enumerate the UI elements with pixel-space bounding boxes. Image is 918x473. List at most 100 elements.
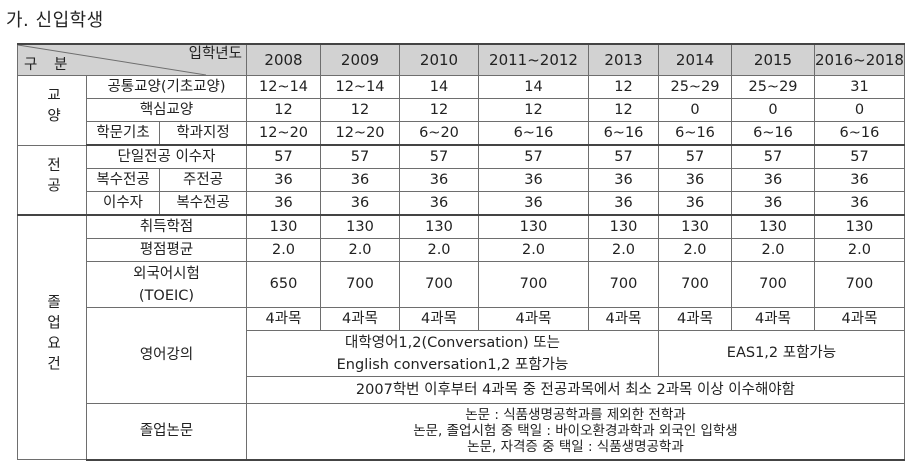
- row-label: 외국어시험 (TOEIC): [86, 261, 247, 308]
- cell: 6~16: [658, 121, 732, 146]
- cell: 57: [814, 144, 905, 169]
- cell: 36: [478, 191, 589, 216]
- corner-diagonal: [18, 45, 206, 75]
- cell: 12~14: [246, 75, 321, 99]
- cell: 4과목: [478, 307, 589, 331]
- cell: 4과목: [658, 307, 732, 331]
- cell: 6~16: [588, 121, 659, 146]
- cell: 25~29: [658, 75, 732, 99]
- row-english-rule: 2007학번 이후부터 4과목 중 전공과목에서 최소 2과목 이상 이수해야함: [18, 376, 905, 404]
- row-sublabel: 학과지정: [159, 121, 247, 146]
- cell: 4과목: [246, 307, 321, 331]
- cell: 36: [731, 168, 815, 192]
- row-sublabel: 복수전공: [159, 191, 247, 216]
- cell: 36: [246, 168, 321, 192]
- group-graduation: 졸업요건: [17, 214, 87, 460]
- cell: 36: [478, 168, 589, 192]
- cell: 2.0: [731, 238, 815, 262]
- cell: 130: [320, 214, 400, 239]
- cell: 12: [588, 98, 659, 122]
- corner-category-label: 구 분: [24, 57, 74, 73]
- cell: 2.0: [246, 238, 321, 262]
- row-thesis: 졸업논문 논문 : 식품생명공학과를 제외한 전학과 논문, 졸업시험 중 택일…: [18, 403, 905, 461]
- cell: 57: [658, 144, 732, 169]
- cell: 36: [814, 168, 905, 192]
- row-english-notes: 대학영어1,2(Conversation) 또는 English conversa…: [18, 330, 905, 377]
- cell: 4과목: [731, 307, 815, 331]
- english-note-late: EAS1,2 포함가능: [658, 330, 905, 377]
- cell: 36: [246, 191, 321, 216]
- cell: 4과목: [814, 307, 905, 331]
- row-core-liberal: 핵심교양 12 12 12 12 12 0 0 0: [18, 98, 905, 122]
- cell: 6~20: [399, 121, 479, 146]
- cell: 57: [246, 144, 321, 169]
- cell: 36: [399, 191, 479, 216]
- cell: 36: [731, 191, 815, 216]
- row-academic-basics: 학문기초 학과지정 12~20 12~20 6~20 6~16 6~16 6~1…: [18, 121, 905, 146]
- year-header: 2016~2018: [814, 43, 905, 76]
- thesis-line: 논문, 졸업시험 중 택일 : 바이오환경과학과 외국인 입학생: [413, 423, 738, 440]
- cell: 12~20: [320, 121, 400, 146]
- cell: 130: [246, 214, 321, 239]
- cell: 700: [320, 261, 400, 308]
- cell: 57: [478, 144, 589, 169]
- cell: 36: [320, 191, 400, 216]
- row-single-major: 전공 단일전공 이수자 57 57 57 57 57 57 57 57: [17, 144, 905, 216]
- row-label: 복수전공: [86, 168, 160, 192]
- cell: 36: [658, 168, 732, 192]
- row-gpa: 평점평균 2.0 2.0 2.0 2.0 2.0 2.0 2.0 2.0: [18, 238, 905, 262]
- cell: 4과목: [399, 307, 479, 331]
- cell: 12: [399, 98, 479, 122]
- cell: 700: [478, 261, 589, 308]
- cell: 4과목: [588, 307, 659, 331]
- corner-year-label: 입학년도: [188, 46, 242, 62]
- row-label: 평점평균: [86, 238, 247, 262]
- thesis-line: 논문 : 식품생명공학과를 제외한 전학과: [465, 407, 686, 424]
- row-label: 학문기초: [86, 121, 160, 146]
- cell: 2.0: [399, 238, 479, 262]
- english-rule-note: 2007학번 이후부터 4과목 중 전공과목에서 최소 2과목 이상 이수해야함: [246, 376, 905, 404]
- year-header: 2010: [399, 43, 479, 76]
- row-label: 핵심교양: [86, 98, 247, 122]
- cell: 700: [814, 261, 905, 308]
- cell: 2.0: [658, 238, 732, 262]
- admission-requirements-table: 입학년도 구 분 2008 2009 2010 2011~2012 2013 2…: [17, 43, 905, 461]
- cell: 700: [658, 261, 732, 308]
- row-toeic: 외국어시험 (TOEIC) 650 700 700 700 700 700 700…: [18, 261, 905, 308]
- row-double-sub: 이수자 복수전공 36 36 36 36 36 36 36 36: [18, 191, 905, 216]
- year-header: 2015: [731, 43, 815, 76]
- year-header: 2013: [588, 43, 659, 76]
- cell: 130: [814, 214, 905, 239]
- row-label: 취득학점: [86, 214, 247, 239]
- cell: 0: [658, 98, 732, 122]
- thesis-note: 논문 : 식품생명공학과를 제외한 전학과 논문, 졸업시험 중 택일 : 바이…: [246, 403, 905, 461]
- cell: 36: [658, 191, 732, 216]
- cell: 31: [814, 75, 905, 99]
- cell: 130: [478, 214, 589, 239]
- cell: 12: [478, 98, 589, 122]
- header-row: 입학년도 구 분 2008 2009 2010 2011~2012 2013 2…: [17, 43, 905, 76]
- cell: 14: [399, 75, 479, 99]
- english-note-early: 대학영어1,2(Conversation) 또는 English conversa…: [246, 330, 659, 377]
- cell: 36: [814, 191, 905, 216]
- cell: 36: [588, 191, 659, 216]
- row-label: 단일전공 이수자: [86, 144, 247, 169]
- cell: 36: [320, 168, 400, 192]
- cell: 12~14: [320, 75, 400, 99]
- cell: 57: [731, 144, 815, 169]
- year-header: 2014: [658, 43, 732, 76]
- cell: 2.0: [814, 238, 905, 262]
- cell: 25~29: [731, 75, 815, 99]
- cell: 0: [731, 98, 815, 122]
- cell: 130: [399, 214, 479, 239]
- cell: 57: [320, 144, 400, 169]
- cell: 12: [588, 75, 659, 99]
- row-credits: 졸업요건 취득학점 130 130 130 130 130 130 130 13…: [17, 214, 905, 460]
- header-corner: 입학년도 구 분: [17, 43, 247, 76]
- cell: 2.0: [588, 238, 659, 262]
- cell: 6~16: [814, 121, 905, 146]
- row-common-liberal: 교양 공통교양(기초교양) 12~14 12~14 14 14 12 25~29…: [17, 75, 905, 146]
- cell: 57: [399, 144, 479, 169]
- cell: 130: [658, 214, 732, 239]
- row-sublabel: 주전공: [159, 168, 247, 192]
